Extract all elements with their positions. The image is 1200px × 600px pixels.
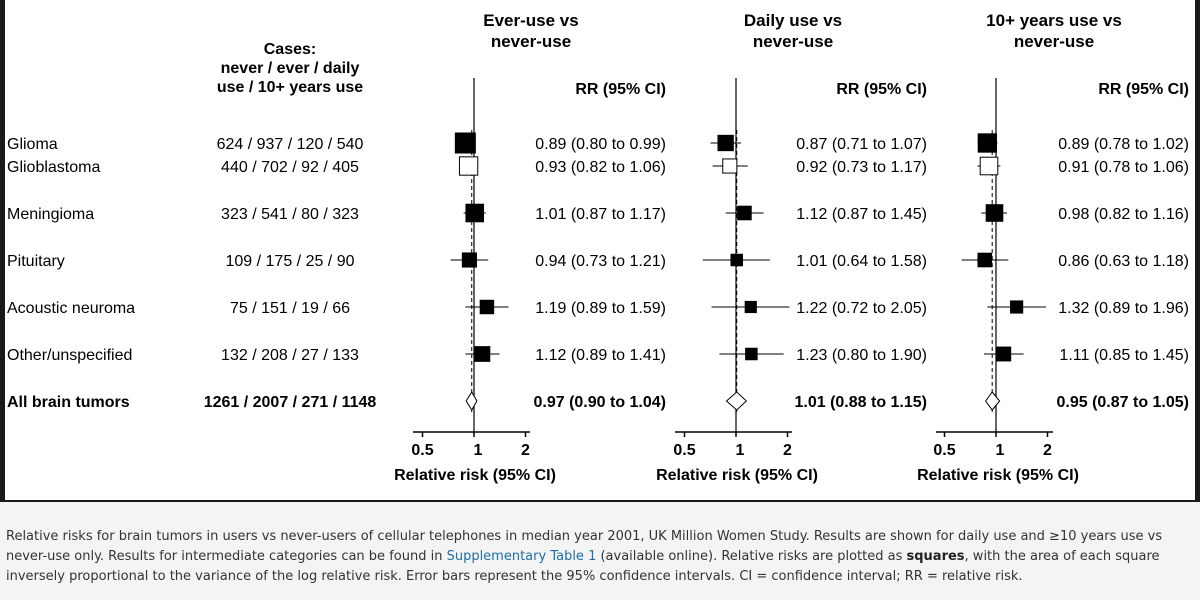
panel-0-rr-text-0: 0.89 (0.80 to 0.99) bbox=[535, 136, 666, 153]
panel-2-tick-label-2: 2 bbox=[1043, 442, 1052, 459]
panel-0-square-0 bbox=[454, 132, 476, 154]
panel-0-tick-label-0: 0.5 bbox=[411, 442, 433, 459]
panel-2-square-2 bbox=[985, 204, 1004, 222]
row-label-4: Acoustic neuroma bbox=[7, 300, 135, 317]
panel-1-rr-text-3: 1.01 (0.64 to 1.58) bbox=[796, 253, 927, 270]
panel-0-square-5 bbox=[474, 346, 491, 362]
panel-1-tick-label-1: 1 bbox=[736, 442, 745, 459]
row-cases-0: 624 / 937 / 120 / 540 bbox=[217, 136, 364, 153]
panel-0-rr-text-5: 1.12 (0.89 to 1.41) bbox=[535, 347, 666, 364]
row-cases-1: 440 / 702 / 92 / 405 bbox=[221, 159, 359, 176]
cases-header-line-2: use / 10+ years use bbox=[217, 79, 363, 96]
panel-1-square-2 bbox=[737, 205, 752, 221]
row-cases-6: 1261 / 2007 / 271 / 1148 bbox=[204, 394, 377, 411]
panel-0-rr-text-4: 1.19 (0.89 to 1.59) bbox=[535, 300, 666, 317]
panel-1-square-5 bbox=[745, 347, 758, 361]
caption-bold-squares: squares bbox=[906, 549, 965, 564]
panel-0-title-line-1: never-use bbox=[491, 32, 571, 51]
row-cases-2: 323 / 541 / 80 / 323 bbox=[221, 206, 359, 223]
panel-2-tick-label-1: 1 bbox=[996, 442, 1005, 459]
row-label-2: Meningioma bbox=[7, 206, 94, 223]
cases-header-line-1: never / ever / daily bbox=[221, 60, 360, 77]
row-label-6: All brain tumors bbox=[7, 394, 130, 411]
panel-1-axis-title: Relative risk (95% CI) bbox=[656, 467, 818, 484]
panel-0-rr-text-6: 0.97 (0.90 to 1.04) bbox=[533, 394, 666, 411]
row-label-0: Glioma bbox=[7, 136, 58, 153]
panel-0-rr-header: RR (95% CI) bbox=[575, 81, 666, 98]
panel-1-rr-header: RR (95% CI) bbox=[836, 81, 927, 98]
panel-1-square-3 bbox=[730, 253, 743, 267]
panel-1-square-1 bbox=[722, 158, 738, 174]
panel-1-square-4 bbox=[744, 300, 757, 314]
panel-0-title-line-0: Ever-use vs bbox=[483, 11, 578, 30]
panel-2-rr-header: RR (95% CI) bbox=[1098, 81, 1189, 98]
panel-2-title-line-1: never-use bbox=[1014, 32, 1094, 51]
panel-2-rr-text-0: 0.89 (0.78 to 1.02) bbox=[1058, 136, 1189, 153]
forest-plot: Glioma 624 / 937 / 120 / 540 Glioblastoma 4… bbox=[7, 11, 1189, 484]
supplementary-table-link[interactable]: Supplementary Table 1 bbox=[446, 549, 597, 564]
row-label-3: Pituitary bbox=[7, 253, 65, 270]
caption-text-2: (available online). Relative risks are p… bbox=[596, 549, 907, 564]
panel-2-rr-text-4: 1.32 (0.89 to 1.96) bbox=[1058, 300, 1189, 317]
panel-1-tick-label-2: 2 bbox=[783, 442, 792, 459]
panel-2-diamond-6 bbox=[985, 391, 1001, 411]
panel-1-square-0 bbox=[717, 134, 734, 152]
caption-text-1: Relative risks for brain tumors in users… bbox=[6, 529, 1163, 564]
panel-2-axis-title: Relative risk (95% CI) bbox=[917, 467, 1079, 484]
panel-2-rr-text-5: 1.11 (0.85 to 1.45) bbox=[1059, 347, 1189, 364]
panel-0-diamond-6 bbox=[465, 391, 478, 411]
panel-2-rr-text-1: 0.91 (0.78 to 1.06) bbox=[1058, 159, 1189, 176]
panel-1-rr-text-4: 1.22 (0.72 to 2.05) bbox=[796, 300, 927, 317]
panel-0-axis-title: Relative risk (95% CI) bbox=[394, 467, 556, 484]
panel-0-rr-text-3: 0.94 (0.73 to 1.21) bbox=[535, 253, 666, 270]
panel-2-square-3 bbox=[977, 252, 993, 268]
panel-0-tick-label-1: 1 bbox=[474, 442, 483, 459]
panel-2-rr-text-6: 0.95 (0.87 to 1.05) bbox=[1056, 394, 1189, 411]
panel-1-rr-text-6: 1.01 (0.88 to 1.15) bbox=[794, 394, 927, 411]
row-cases-4: 75 / 151 / 19 / 66 bbox=[230, 300, 350, 317]
panel-2-rr-text-3: 0.86 (0.63 to 1.18) bbox=[1058, 253, 1189, 270]
panel-0-square-1 bbox=[458, 156, 479, 176]
caption-text-3: , with the area of each square inversely… bbox=[6, 549, 1160, 584]
figure-caption: Relative risks for brain tumors in users… bbox=[0, 502, 1200, 600]
panel-0-square-3 bbox=[461, 252, 477, 268]
panel-1-title-line-1: never-use bbox=[753, 32, 833, 51]
panel-2-square-4 bbox=[1010, 300, 1024, 314]
panel-1-rr-text-5: 1.23 (0.80 to 1.90) bbox=[796, 347, 927, 364]
row-cases-3: 109 / 175 / 25 / 90 bbox=[226, 253, 355, 270]
forest-plot-figure: Glioma 624 / 937 / 120 / 540 Glioblastoma 4… bbox=[5, 0, 1195, 500]
panel-1-tick-label-0: 0.5 bbox=[673, 442, 695, 459]
panel-0-tick-label-2: 2 bbox=[521, 442, 530, 459]
panel-0-square-2 bbox=[465, 203, 485, 223]
panel-0-rr-text-2: 1.01 (0.87 to 1.17) bbox=[535, 206, 666, 223]
panel-1-title-line-0: Daily use vs bbox=[744, 11, 842, 30]
panel-1-rr-text-0: 0.87 (0.71 to 1.07) bbox=[796, 136, 927, 153]
panel-2-title-line-0: 10+ years use vs bbox=[986, 11, 1122, 30]
panel-1-rr-text-1: 0.92 (0.73 to 1.17) bbox=[796, 159, 927, 176]
panel-2-square-5 bbox=[996, 346, 1012, 362]
row-label-1: Glioblastoma bbox=[7, 159, 100, 176]
row-cases-5: 132 / 208 / 27 / 133 bbox=[221, 347, 359, 364]
panel-1-rr-text-2: 1.12 (0.87 to 1.45) bbox=[796, 206, 927, 223]
panel-0-rr-text-1: 0.93 (0.82 to 1.06) bbox=[535, 159, 666, 176]
panel-2-square-1 bbox=[979, 156, 999, 176]
row-label-5: Other/unspecified bbox=[7, 347, 132, 364]
panel-2-square-0 bbox=[977, 133, 997, 153]
panel-2-rr-text-2: 0.98 (0.82 to 1.16) bbox=[1058, 206, 1189, 223]
panel-2-tick-label-0: 0.5 bbox=[933, 442, 955, 459]
panel-0-square-4 bbox=[479, 299, 495, 315]
cases-header-line-0: Cases: bbox=[264, 41, 316, 58]
panel-1-diamond-6 bbox=[725, 391, 748, 411]
